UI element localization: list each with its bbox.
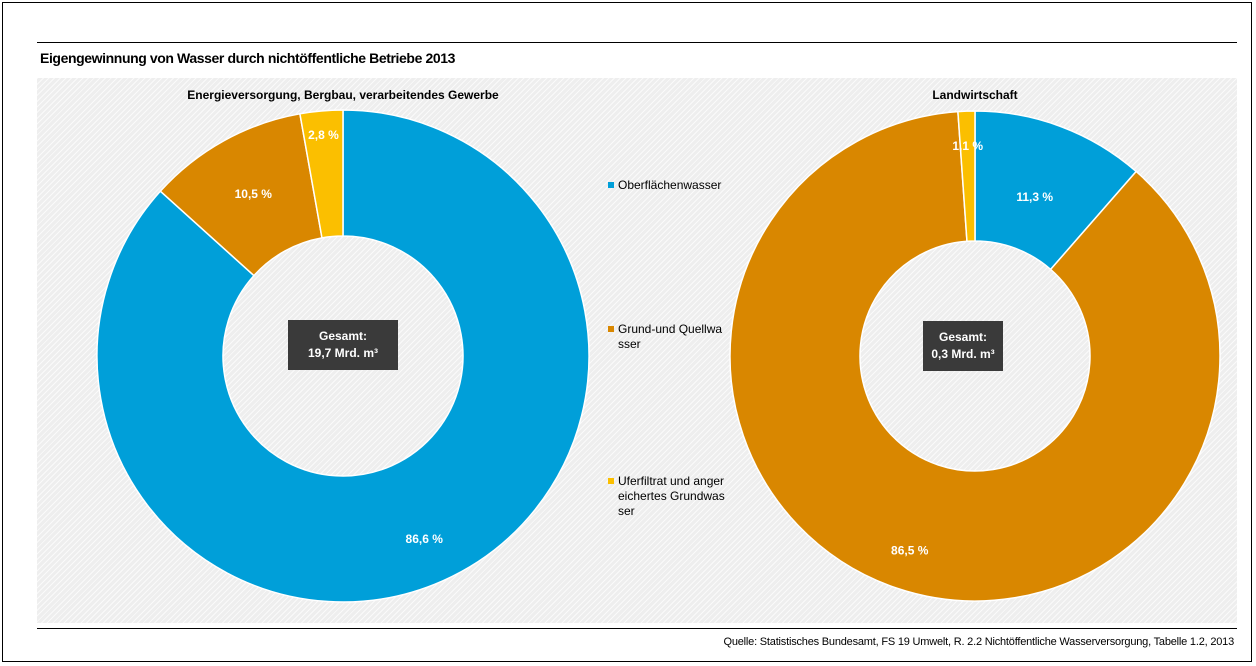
- slice-label: 86,5 %: [891, 543, 929, 557]
- slice-label: 1,1 %: [952, 139, 983, 153]
- chart-1-total-value: 19,7 Mrd. m³: [307, 346, 379, 360]
- slice-label: 86,6 %: [406, 532, 444, 546]
- chart-title: Eigengewinnung von Wasser durch nichtöff…: [40, 50, 455, 66]
- chart-2-total-label: Gesamt:: [938, 330, 988, 344]
- slice-grund-und: [729, 110, 1221, 602]
- chart-1-total-label: Gesamt:: [318, 329, 368, 343]
- legend-swatch: [608, 478, 614, 484]
- source-note: Quelle: Statistisches Bundesamt, FS 19 U…: [723, 636, 1234, 648]
- slice-label: 2,8 %: [308, 128, 339, 142]
- legend-label: Grund-und Quellwasser: [618, 322, 723, 351]
- legend-swatch: [608, 326, 614, 332]
- donut-chart-2: 11,3 % 86,5 % 1,1 %: [729, 110, 1221, 602]
- legend-swatch: [608, 182, 614, 188]
- chart-1-subtitle: Energieversorgung, Bergbau, verarbeitend…: [187, 88, 499, 102]
- slice-label: 11,3 %: [1016, 190, 1053, 204]
- bottom-rule: [37, 628, 1237, 629]
- legend-label: Oberflächenwasser: [618, 178, 722, 192]
- chart-2-subtitle: Landwirtschaft: [932, 88, 1018, 102]
- slice-label: 10,5 %: [235, 187, 273, 201]
- slice-uferfiltrat: [299, 109, 344, 239]
- chart-1-total-box: Gesamt: 19,7 Mrd. m³: [288, 320, 398, 370]
- slice-oberflächenwasser: [96, 109, 590, 603]
- chart-2-total-box: Gesamt: 0,3 Mrd. m³: [923, 321, 1003, 371]
- top-rule: [37, 42, 1237, 43]
- chart-2-total-value: 0,3 Mrd. m³: [931, 347, 995, 361]
- donut-chart-1: 86,6 % 10,5 % 2,8 %: [96, 109, 590, 603]
- legend-label: Uferfiltrat und angereichertes Grundwass…: [618, 474, 725, 518]
- slice-uferfiltrat: [957, 110, 976, 243]
